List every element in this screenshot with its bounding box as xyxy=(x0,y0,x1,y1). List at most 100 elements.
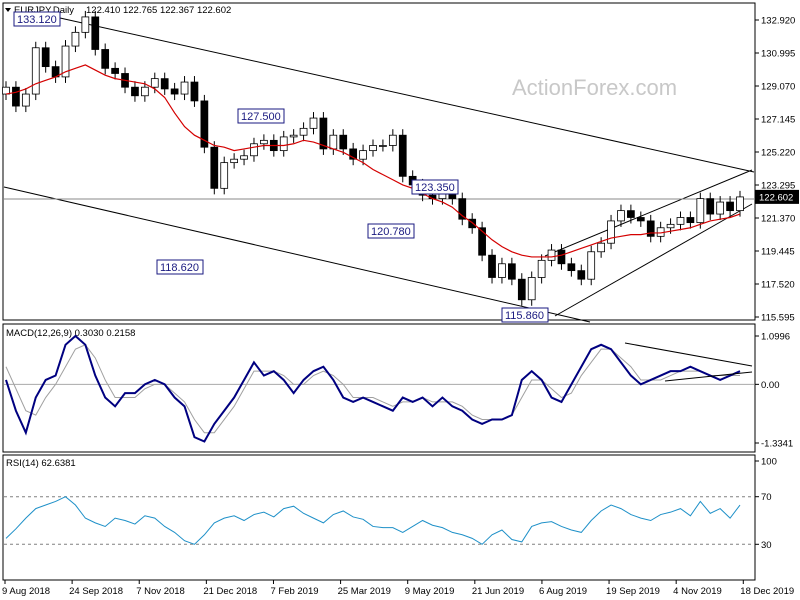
candle-body xyxy=(359,150,367,160)
candle-body xyxy=(210,146,219,189)
rsi-line xyxy=(5,496,741,545)
candle-body xyxy=(319,117,328,150)
annotation-label: 123.350 xyxy=(415,182,455,194)
x-tick-label: 24 Sep 2018 xyxy=(69,586,123,597)
candle-body xyxy=(547,249,556,261)
candle-body xyxy=(557,249,566,265)
candle-body xyxy=(646,220,655,237)
candle-body xyxy=(388,134,397,146)
candle-body xyxy=(577,270,586,280)
candle-body xyxy=(309,117,318,129)
price-y-tick-label: 130.995 xyxy=(761,49,795,60)
candle-body xyxy=(31,47,40,95)
candle-body xyxy=(468,218,477,229)
candle-body xyxy=(398,134,407,177)
rsi-title: RSI(14) 62.6381 xyxy=(6,458,76,469)
annotation-label: 127.500 xyxy=(241,111,281,123)
chart-header: EURJPY,Daily 122.410 122.765 122.367 122… xyxy=(5,5,231,16)
candle-body xyxy=(279,136,288,152)
x-tick-label: 19 Sep 2019 xyxy=(606,586,660,597)
channel-lower-line xyxy=(3,186,591,323)
current-price-badge xyxy=(755,189,799,204)
moving-average-line xyxy=(5,64,741,258)
rising-channel-lower-line xyxy=(554,203,753,317)
price-y-tick-label: 129.070 xyxy=(761,82,795,93)
x-tick-label: 21 Jun 2019 xyxy=(472,586,524,597)
candle-body xyxy=(180,81,189,95)
candle-body xyxy=(627,210,635,218)
price-y-tick-label: 125.220 xyxy=(761,148,795,159)
price-annotation: 123.350 xyxy=(411,179,459,195)
macd-lower-trendline xyxy=(664,371,753,382)
price-annotation: 127.500 xyxy=(237,108,285,124)
annotation-box xyxy=(237,108,285,124)
rsi-panel-frame xyxy=(2,454,756,581)
candle-body xyxy=(160,78,169,90)
price-moving-average xyxy=(5,64,741,258)
candle-body xyxy=(250,143,258,157)
price-annotation: 115.860 xyxy=(501,307,549,323)
price-annotation: 118.620 xyxy=(156,259,204,275)
macd-signal-line xyxy=(5,344,740,434)
candle-body xyxy=(81,16,90,33)
candle-body xyxy=(587,251,596,280)
candle-body xyxy=(617,210,625,222)
price-y-tick-label: 121.370 xyxy=(761,214,795,225)
macd-title: MACD(12,26,9) 0.3030 0.2158 xyxy=(6,328,135,339)
candle-body xyxy=(607,220,615,244)
annotation-box xyxy=(13,11,61,27)
rsi-lines xyxy=(4,496,754,545)
candle-body xyxy=(636,217,645,222)
price-y-tick-label: 127.145 xyxy=(761,115,795,126)
rsi-y-tick-label: 30 xyxy=(761,540,772,551)
candle-body xyxy=(289,134,298,138)
annotation-label: 115.860 xyxy=(505,310,544,322)
candle-body xyxy=(329,134,338,150)
candle-body xyxy=(736,196,744,212)
rsi-y-axis: 100 70 30 xyxy=(755,457,777,551)
x-tick-label: 6 Aug 2019 xyxy=(539,586,587,597)
price-y-tick-label: 132.920 xyxy=(761,16,795,27)
macd-line xyxy=(5,334,741,443)
candle-body xyxy=(527,277,536,301)
candle-body xyxy=(379,145,387,147)
price-candles xyxy=(2,10,744,306)
x-tick-label: 25 Mar 2019 xyxy=(338,586,391,597)
annotation-box xyxy=(156,259,204,275)
candle-body xyxy=(676,217,685,225)
annotation-box xyxy=(501,307,549,323)
rising-channel-upper-line xyxy=(544,169,753,257)
annotation-label: 118.620 xyxy=(160,262,199,274)
candle-body xyxy=(597,242,605,253)
candle-body xyxy=(141,86,149,97)
rsi-y-tick-label: 70 xyxy=(761,492,772,503)
candle-body xyxy=(111,67,119,74)
macd-y-axis: 1.0996 0.00 -1.3341 xyxy=(755,332,793,450)
x-tick-label: 7 Nov 2018 xyxy=(136,586,185,597)
candle-body xyxy=(101,49,110,69)
candle-body xyxy=(517,278,526,301)
candle-body xyxy=(230,158,238,164)
candle-body xyxy=(71,31,80,47)
rsi-y-tick-label: 100 xyxy=(761,457,777,468)
candle-body xyxy=(696,198,705,224)
candle-body xyxy=(508,263,516,280)
candle-body xyxy=(2,86,10,95)
candle-body xyxy=(220,162,229,189)
header-ohlc: 122.410 122.765 122.367 122.602 xyxy=(86,5,231,16)
price-y-axis: 132.920 130.995 129.070 127.145 125.220 123.2… xyxy=(755,16,799,324)
candle-body xyxy=(349,148,358,160)
macd-panel-frame xyxy=(2,323,756,453)
current-price-label: 122.602 xyxy=(759,192,793,203)
x-tick-label: 4 Nov 2019 xyxy=(673,586,722,597)
x-tick-label: 18 Dec 2019 xyxy=(740,586,794,597)
candle-body xyxy=(498,263,506,278)
candle-body xyxy=(458,198,467,220)
x-axis: 9 Aug 2018 24 Sep 2018 7 Nov 2018 21 Dec 20… xyxy=(2,580,794,597)
candle-body xyxy=(91,16,100,50)
price-panel-frame xyxy=(2,2,756,321)
macd-upper-trendline xyxy=(624,342,753,367)
candle-body xyxy=(150,78,159,88)
candle-body xyxy=(567,263,576,272)
price-y-tick-label: 115.595 xyxy=(761,313,795,324)
